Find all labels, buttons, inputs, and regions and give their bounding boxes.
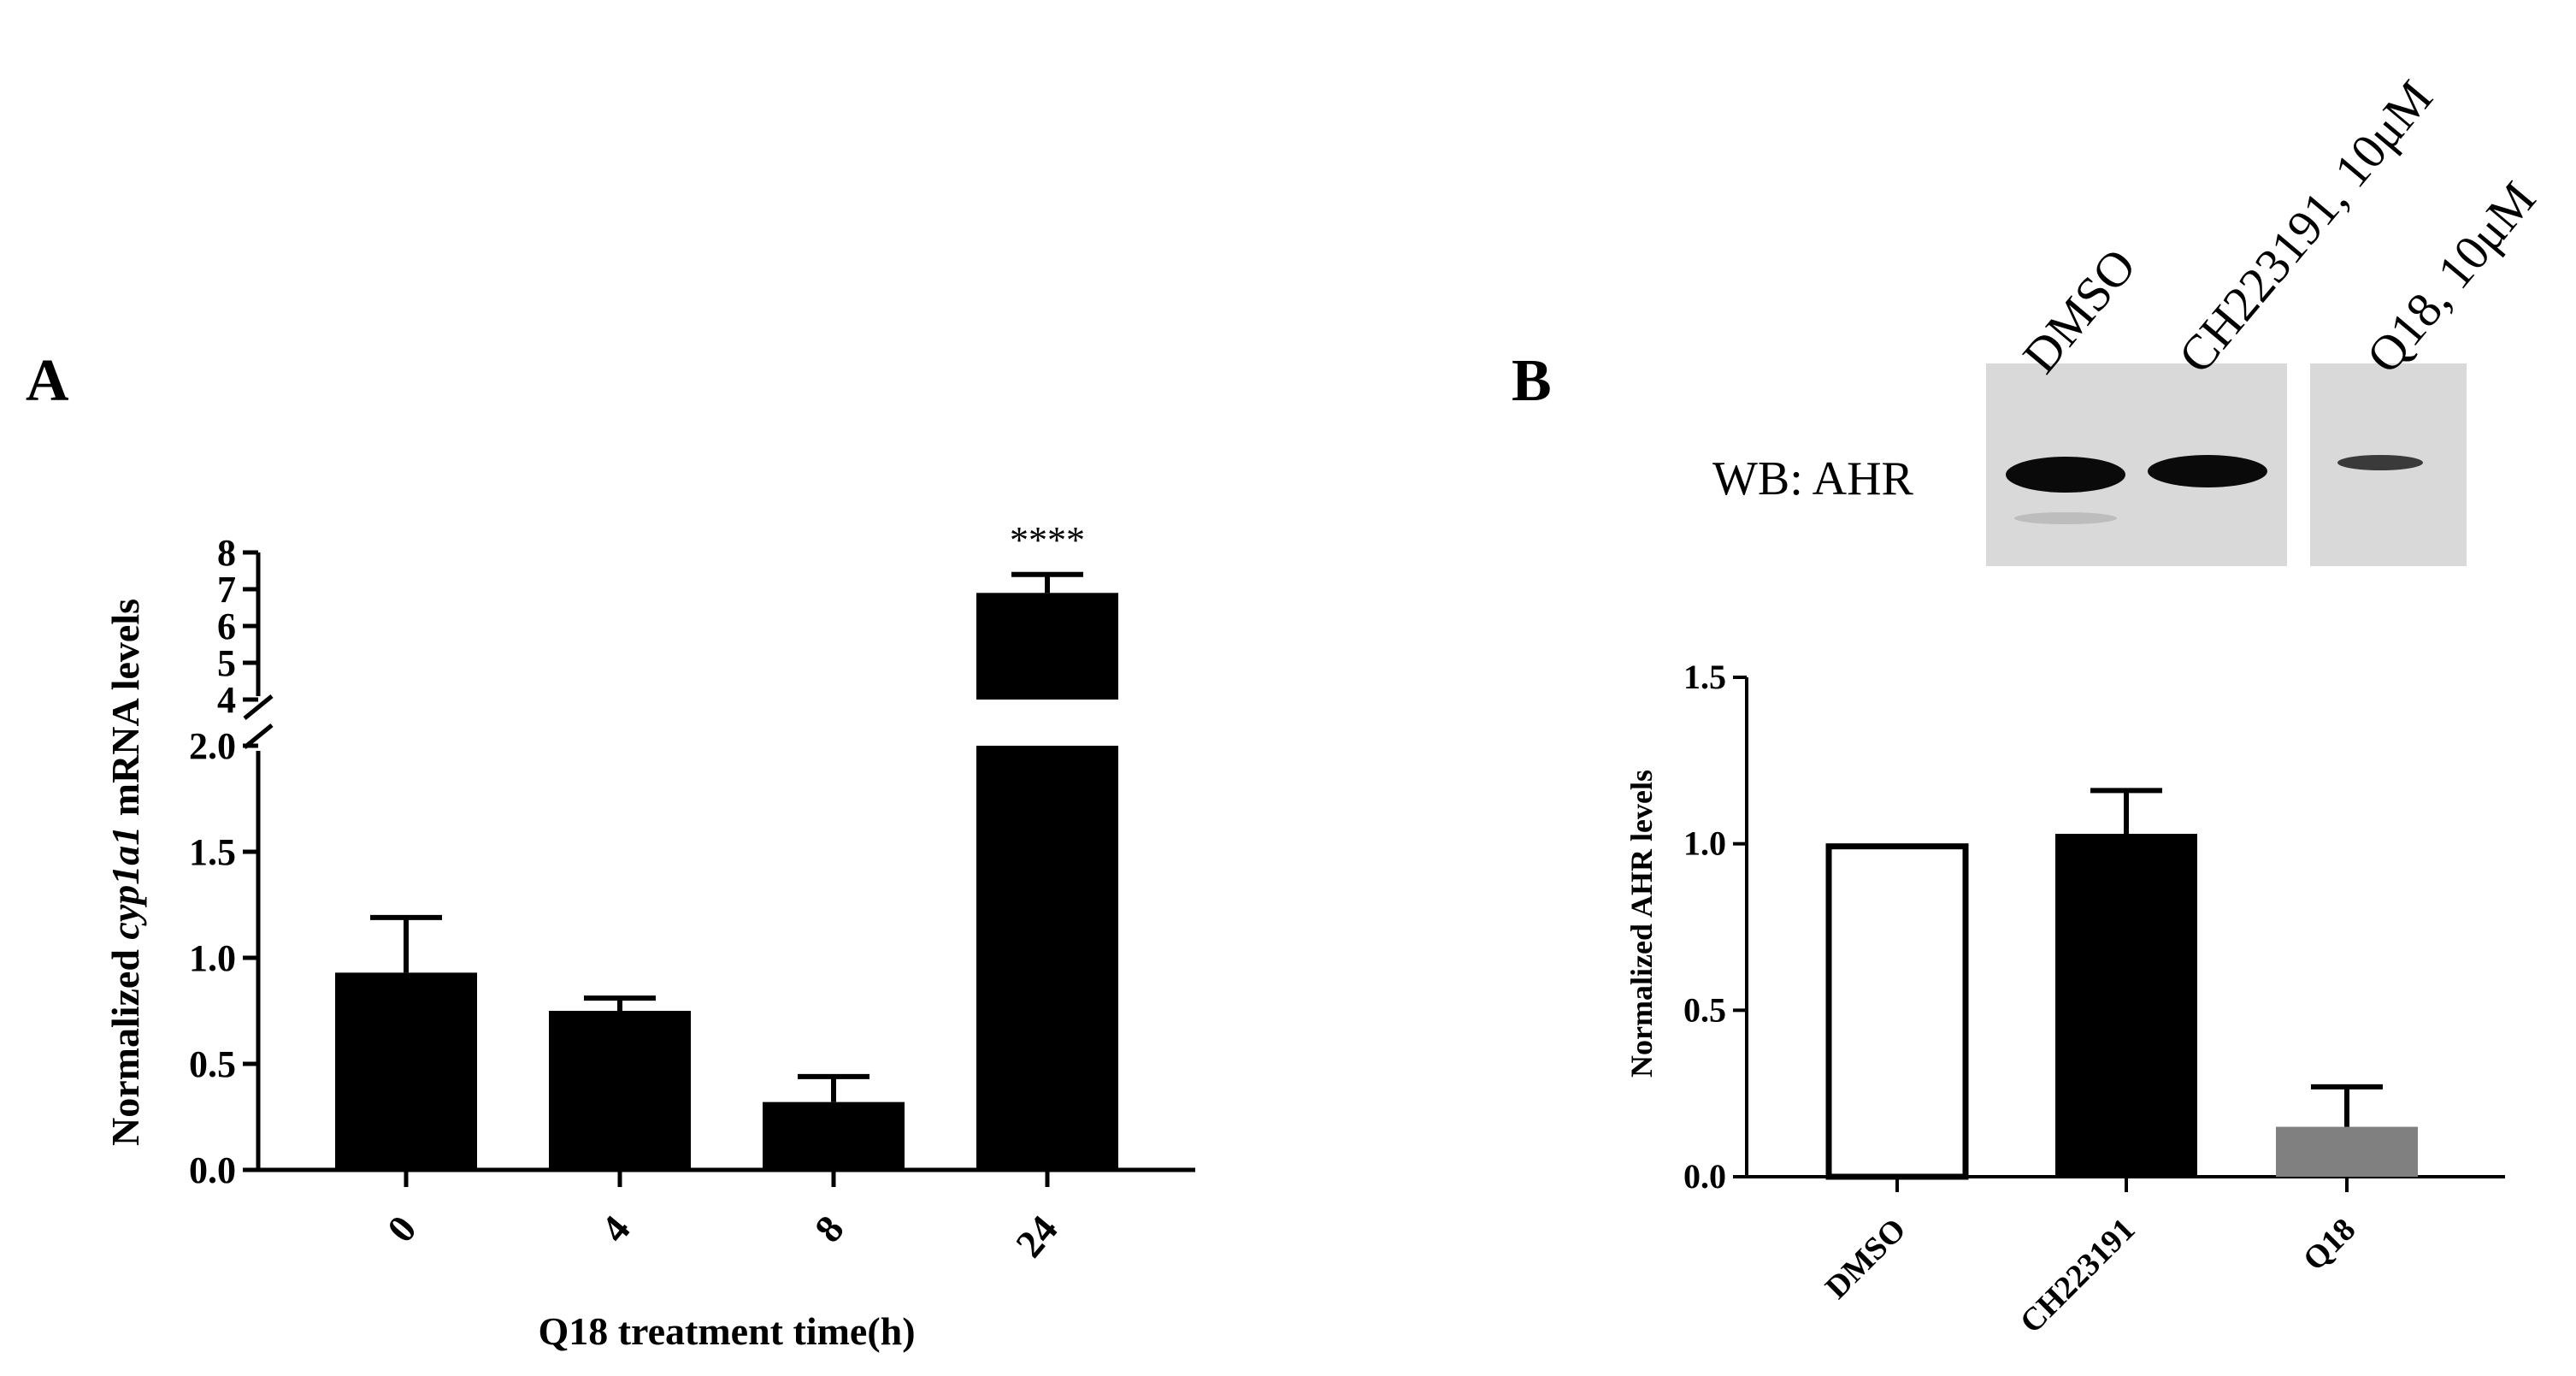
blot-faint-band-dmso bbox=[2014, 512, 2117, 524]
chart-a-y-tick-label: 0.0 bbox=[189, 1149, 236, 1191]
chart-a-bar-0 bbox=[335, 972, 477, 1170]
chart-b-tick-labels: 0.0 0.5 1.0 1.5 DMSO CH223191 Q18 bbox=[1683, 658, 2362, 1340]
chart-b-x-tick-label: Q18 bbox=[2296, 1212, 2362, 1278]
chart-a-x-tick-label: 24 bbox=[1007, 1208, 1066, 1266]
chart-b-bar-ch223191 bbox=[2055, 833, 2197, 1177]
chart-a-y-tick-label: 5 bbox=[217, 642, 236, 684]
lane-label-q18: Q18, 10μM bbox=[2355, 171, 2546, 383]
western-blot: WB: AHR DMSO CH223191, 10μM Q18, 10μM bbox=[1712, 70, 2546, 566]
chart-b-y-axis-label: Normalized AHR levels bbox=[1624, 770, 1659, 1078]
chart-a-bar-24-upper bbox=[976, 593, 1118, 700]
chart-a-bars: **** bbox=[335, 519, 1118, 1170]
blot-band-ch223191 bbox=[2148, 455, 2267, 487]
chart-b: 0.0 0.5 1.0 1.5 DMSO CH223191 Q18 Normalized A… bbox=[1624, 658, 2505, 1340]
chart-a-y-tick-label: 0.5 bbox=[189, 1043, 236, 1085]
chart-b-y-tick-label: 0.5 bbox=[1683, 990, 1726, 1029]
chart-a-y-tick-label: 6 bbox=[217, 605, 236, 647]
chart-b-y-tick-label: 1.5 bbox=[1683, 658, 1726, 696]
chart-b-bar-dmso bbox=[1825, 843, 1969, 1180]
chart-a-y-tick-label: 4 bbox=[217, 679, 236, 721]
chart-a-x-tick-label: 4 bbox=[592, 1208, 639, 1250]
chart-b-y-tick-label: 0.0 bbox=[1683, 1157, 1726, 1196]
chart-b-x-tick-label: DMSO bbox=[1819, 1212, 1913, 1306]
chart-b-y-tick-label: 1.0 bbox=[1683, 824, 1726, 863]
chart-a-axis-break-mark-2 bbox=[243, 694, 274, 720]
chart-a-y-tick-label: 1.5 bbox=[189, 831, 236, 873]
panel-label-a: A bbox=[26, 348, 69, 414]
chart-a-x-axis-label: Q18 treatment time(h) bbox=[538, 1309, 915, 1353]
blot-label: WB: AHR bbox=[1712, 452, 1914, 505]
chart-a-y-tick-label: 8 bbox=[217, 532, 236, 574]
chart-a-y-tick-label: 1.0 bbox=[189, 937, 236, 979]
blot-band-dmso bbox=[2006, 457, 2125, 493]
chart-a-bar-8 bbox=[763, 1101, 905, 1170]
chart-a-x-tick-label: 8 bbox=[806, 1208, 852, 1250]
chart-a-bar-24-lower bbox=[976, 746, 1118, 1170]
lane-label-dmso: DMSO bbox=[2012, 238, 2147, 383]
chart-a-y-tick-label: 7 bbox=[217, 569, 236, 611]
chart-a-x-tick-label: 0 bbox=[379, 1208, 425, 1250]
chart-b-x-tick-label: CH223191 bbox=[2013, 1212, 2143, 1341]
chart-b-bar-q18 bbox=[2276, 1126, 2418, 1177]
chart-a-y-tick-label: 2.0 bbox=[189, 725, 236, 767]
chart-a-y-axis-label: Normalized cyp1a1 mRNA levels bbox=[103, 599, 147, 1146]
blot-band-q18 bbox=[2337, 455, 2423, 470]
chart-a-bar-4 bbox=[549, 1011, 691, 1170]
chart-b-bars bbox=[1825, 788, 2418, 1180]
chart-a-y-axis-label-part-1: Normalized bbox=[103, 940, 147, 1146]
chart-a-y-axis-label-part-3: mRNA levels bbox=[103, 599, 147, 826]
chart-a-significance-label: **** bbox=[1010, 519, 1085, 561]
chart-a-y-axis-label-gene: cyp1a1 bbox=[103, 826, 147, 940]
panel-label-b: B bbox=[1512, 348, 1552, 414]
